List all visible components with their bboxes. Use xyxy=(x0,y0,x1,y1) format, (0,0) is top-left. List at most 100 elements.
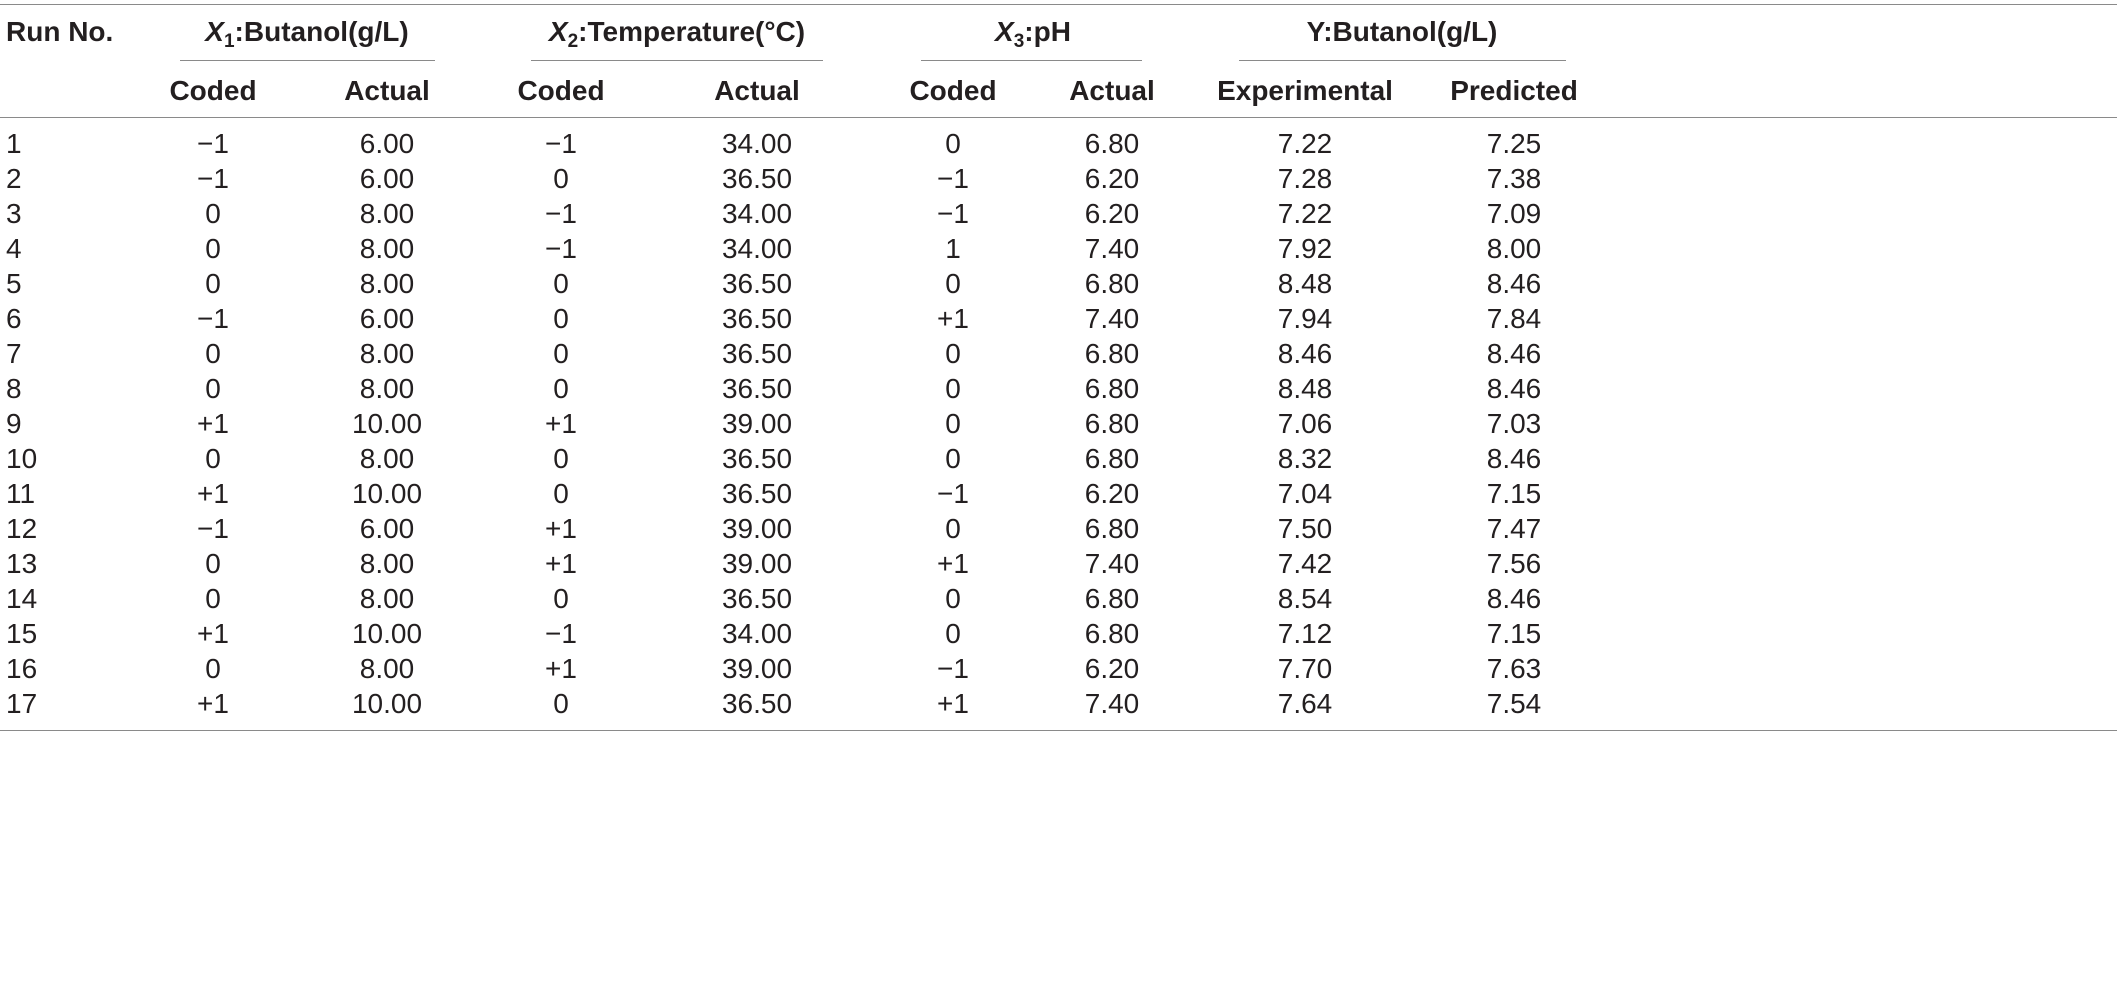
cell-x3-actual: 6.20 xyxy=(1084,163,1140,194)
cell-x2-coded: −1 xyxy=(545,198,577,229)
cell-y-predicted: 7.03 xyxy=(1486,408,1542,439)
cell-x3-coded: 0 xyxy=(945,408,961,439)
cell-x3-coded: +1 xyxy=(937,548,969,579)
cell-y-predicted: 7.09 xyxy=(1486,198,1542,229)
cell-run-no: 13 xyxy=(6,548,38,579)
cell-x1-coded: 0 xyxy=(205,233,221,264)
cell-x1-coded: −1 xyxy=(197,163,229,194)
cell-run-no: 12 xyxy=(6,513,38,544)
cell-y-predicted: 8.46 xyxy=(1486,373,1542,404)
cell-y-experimental: 8.46 xyxy=(1277,338,1333,369)
cell-x2-coded: 0 xyxy=(553,268,569,299)
cell-x2-actual: 34.00 xyxy=(721,233,793,264)
cell-run-no: 16 xyxy=(6,653,38,684)
cell-x1-coded: 0 xyxy=(205,583,221,614)
cell-x3-actual: 6.80 xyxy=(1084,268,1140,299)
cell-x3-coded: −1 xyxy=(937,478,969,509)
subheader-y-experimental: Experimental xyxy=(1217,75,1393,106)
cell-x3-actual: 6.20 xyxy=(1084,478,1140,509)
cell-y-predicted: 7.56 xyxy=(1486,548,1542,579)
cell-y-experimental: 7.50 xyxy=(1277,513,1333,544)
cell-x3-coded: +1 xyxy=(937,303,969,334)
group-rule-x3 xyxy=(921,60,1142,61)
cell-run-no: 10 xyxy=(6,443,38,474)
cell-x2-actual: 34.00 xyxy=(721,198,793,229)
cell-x2-actual: 36.50 xyxy=(721,163,793,194)
subheader-x2-actual: Actual xyxy=(714,75,800,106)
subheader-x1-actual: Actual xyxy=(344,75,430,106)
cell-x3-actual: 6.80 xyxy=(1084,338,1140,369)
cell-x3-actual: 6.80 xyxy=(1084,443,1140,474)
cell-y-experimental: 7.28 xyxy=(1277,163,1333,194)
cell-x1-coded: −1 xyxy=(197,128,229,159)
cell-x2-actual: 36.50 xyxy=(721,478,793,509)
cell-x1-actual: 10.00 xyxy=(351,478,423,509)
cell-x3-coded: 0 xyxy=(945,443,961,474)
cell-x2-coded: −1 xyxy=(545,128,577,159)
cell-x3-coded: 0 xyxy=(945,583,961,614)
cell-x2-coded: +1 xyxy=(545,548,577,579)
cell-x1-actual: 8.00 xyxy=(359,338,415,369)
group-header-x2: X2:Temperature(°C) xyxy=(548,16,806,52)
cell-run-no: 2 xyxy=(6,163,22,194)
cell-x1-coded: 0 xyxy=(205,198,221,229)
cell-x3-coded: 0 xyxy=(945,268,961,299)
cell-x3-actual: 7.40 xyxy=(1084,688,1140,719)
cell-x1-coded: 0 xyxy=(205,653,221,684)
cell-x2-actual: 39.00 xyxy=(721,653,793,684)
cell-x1-coded: +1 xyxy=(197,478,229,509)
cell-x2-actual: 39.00 xyxy=(721,548,793,579)
cell-x1-coded: 0 xyxy=(205,443,221,474)
cell-x3-coded: 0 xyxy=(945,618,961,649)
cell-y-predicted: 7.47 xyxy=(1486,513,1542,544)
cell-y-predicted: 8.46 xyxy=(1486,268,1542,299)
cell-x1-actual: 10.00 xyxy=(351,688,423,719)
cell-x1-actual: 8.00 xyxy=(359,443,415,474)
cell-y-predicted: 7.38 xyxy=(1486,163,1542,194)
cell-x2-actual: 36.50 xyxy=(721,583,793,614)
subheader-x3-coded: Coded xyxy=(909,75,997,106)
cell-x2-coded: 0 xyxy=(553,688,569,719)
group-header-y: Y:Butanol(g/L) xyxy=(1306,16,1498,47)
cell-x2-coded: 0 xyxy=(553,303,569,334)
table-bottom-rule xyxy=(0,730,2117,731)
cell-x2-coded: 0 xyxy=(553,583,569,614)
group-rule-x2 xyxy=(531,60,823,61)
subheader-x1-coded: Coded xyxy=(169,75,257,106)
cell-x3-actual: 6.80 xyxy=(1084,128,1140,159)
cell-x2-coded: 0 xyxy=(553,478,569,509)
cell-x2-actual: 36.50 xyxy=(721,688,793,719)
cell-y-predicted: 8.46 xyxy=(1486,443,1542,474)
header-bottom-rule xyxy=(0,117,2117,118)
cell-run-no: 3 xyxy=(6,198,22,229)
cell-x1-coded: 0 xyxy=(205,548,221,579)
cell-x2-actual: 39.00 xyxy=(721,408,793,439)
cell-x2-actual: 36.50 xyxy=(721,373,793,404)
cell-x2-coded: 0 xyxy=(553,338,569,369)
cell-y-predicted: 8.46 xyxy=(1486,338,1542,369)
cell-x1-actual: 8.00 xyxy=(359,198,415,229)
cell-x1-actual: 6.00 xyxy=(359,513,415,544)
cell-y-experimental: 7.12 xyxy=(1277,618,1333,649)
cell-y-experimental: 7.64 xyxy=(1277,688,1333,719)
cell-y-experimental: 7.22 xyxy=(1277,128,1333,159)
cell-x1-coded: 0 xyxy=(205,338,221,369)
cell-x2-coded: 0 xyxy=(553,443,569,474)
cell-run-no: 8 xyxy=(6,373,22,404)
cell-x2-actual: 39.00 xyxy=(721,513,793,544)
cell-x2-coded: 0 xyxy=(553,373,569,404)
cell-x1-actual: 10.00 xyxy=(351,408,423,439)
group-header-x1: X1:Butanol(g/L) xyxy=(205,16,409,52)
cell-run-no: 4 xyxy=(6,233,22,264)
cell-x2-coded: −1 xyxy=(545,618,577,649)
cell-y-experimental: 8.54 xyxy=(1277,583,1333,614)
cell-x2-actual: 34.00 xyxy=(721,618,793,649)
cell-x3-coded: −1 xyxy=(937,163,969,194)
cell-y-experimental: 8.48 xyxy=(1277,268,1333,299)
table-top-rule xyxy=(0,4,2117,5)
run-no-header: Run No. xyxy=(6,16,114,47)
cell-y-experimental: 7.22 xyxy=(1277,198,1333,229)
cell-x2-actual: 34.00 xyxy=(721,128,793,159)
cell-x3-actual: 6.20 xyxy=(1084,653,1140,684)
cell-y-experimental: 8.48 xyxy=(1277,373,1333,404)
